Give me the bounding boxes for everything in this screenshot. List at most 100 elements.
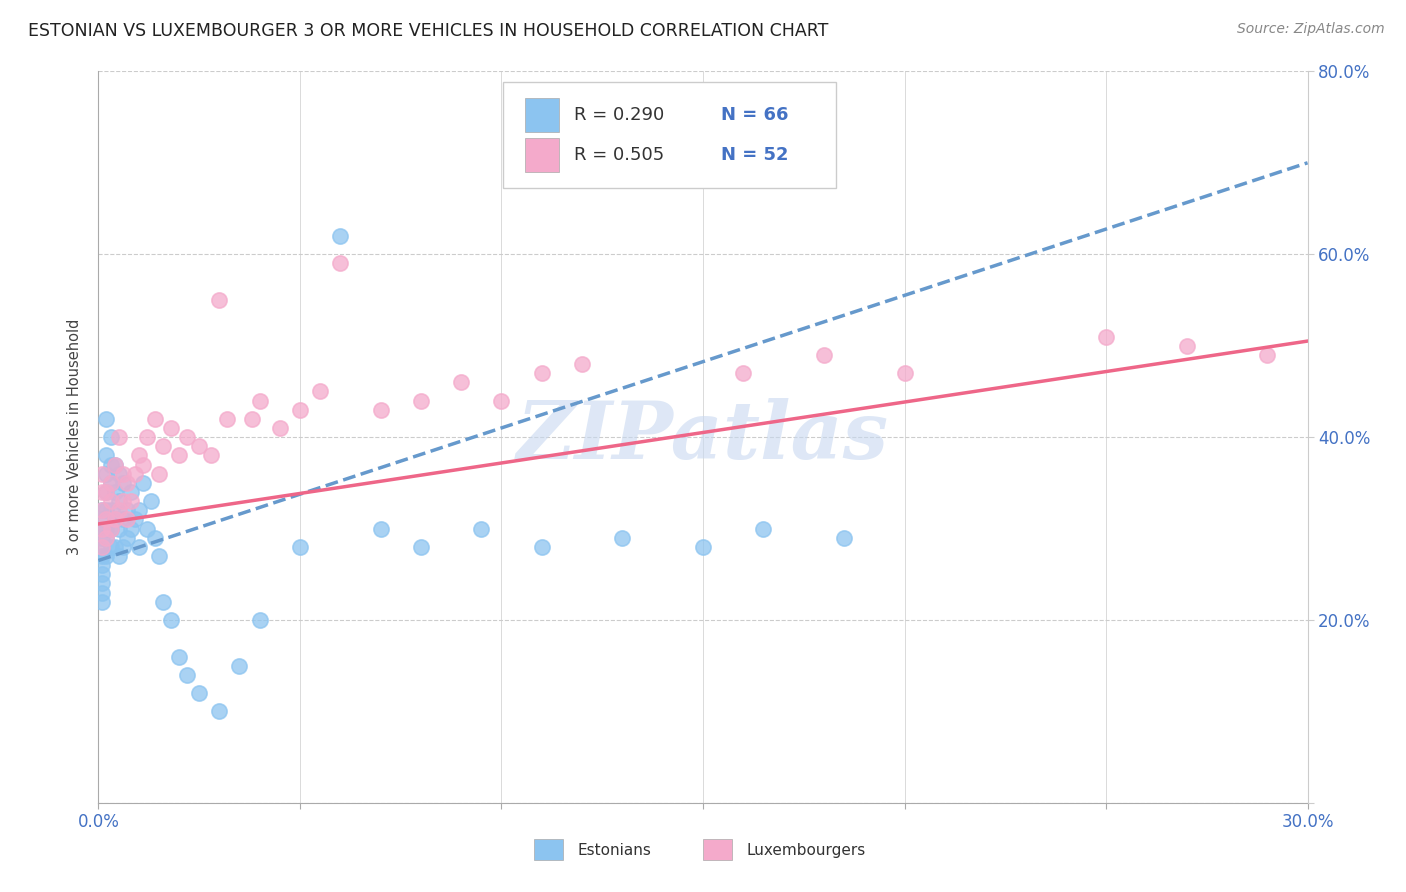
Point (100, 458, 122, 472)
Point (103, 485, 125, 500)
Point (96, 485, 118, 500)
Point (111, 540, 134, 554)
Point (91, 485, 114, 500)
Point (115, 512, 138, 526)
Point (370, 521, 392, 535)
Text: Luxembourgers: Luxembourgers (747, 843, 866, 858)
Point (100, 494, 122, 508)
Point (103, 540, 125, 554)
Point (612, 531, 634, 545)
Point (893, 366, 915, 380)
Point (409, 540, 432, 554)
Point (167, 649, 190, 664)
Point (208, 705, 231, 719)
Text: R = 0.290: R = 0.290 (574, 106, 664, 124)
Point (96, 467, 118, 481)
Point (124, 467, 146, 481)
Point (120, 494, 142, 508)
Text: Estonians: Estonians (578, 843, 651, 858)
Point (832, 531, 855, 545)
Point (91, 585, 114, 599)
Point (100, 521, 122, 535)
Point (752, 521, 775, 535)
Point (91, 594, 114, 608)
Point (91, 503, 114, 517)
Point (733, 366, 755, 380)
Point (96, 448, 118, 462)
Bar (526, 98, 560, 132)
Bar (703, 839, 733, 860)
Point (249, 613, 271, 627)
Text: R = 0.505: R = 0.505 (574, 145, 664, 164)
Point (217, 412, 239, 426)
Point (103, 458, 125, 472)
Point (530, 540, 553, 554)
Point (288, 540, 311, 554)
Point (96, 512, 118, 526)
Point (100, 475, 122, 490)
Point (100, 521, 122, 535)
Point (128, 448, 150, 462)
Point (91, 503, 114, 517)
Point (249, 393, 271, 408)
Text: ESTONIAN VS LUXEMBOURGER 3 OR MORE VEHICLES IN HOUSEHOLD CORRELATION CHART: ESTONIAN VS LUXEMBOURGER 3 OR MORE VEHIC… (28, 22, 828, 40)
Point (135, 521, 157, 535)
Point (100, 540, 122, 554)
Point (329, 229, 352, 244)
Point (96, 503, 118, 517)
Point (470, 521, 492, 535)
Point (571, 357, 593, 371)
Point (269, 421, 291, 435)
Point (128, 540, 150, 554)
Point (107, 521, 129, 535)
Point (91, 521, 114, 535)
Point (188, 686, 211, 700)
Point (240, 412, 263, 426)
Point (103, 458, 125, 472)
Point (132, 458, 155, 472)
Text: Source: ZipAtlas.com: Source: ZipAtlas.com (1237, 22, 1385, 37)
Point (91, 540, 114, 554)
Point (91, 531, 114, 545)
Point (188, 439, 211, 453)
Point (107, 494, 129, 508)
FancyBboxPatch shape (503, 82, 837, 188)
Point (107, 467, 129, 481)
Bar (534, 839, 562, 860)
Text: N = 66: N = 66 (721, 106, 789, 124)
Point (148, 549, 170, 563)
Point (1175, 338, 1198, 352)
Point (152, 594, 174, 608)
Point (139, 494, 162, 508)
Point (1256, 348, 1278, 362)
Point (813, 348, 835, 362)
Point (103, 512, 125, 526)
Point (96, 485, 118, 500)
Point (160, 421, 183, 435)
Point (96, 412, 118, 426)
Point (176, 667, 198, 681)
Point (124, 512, 146, 526)
Point (115, 475, 138, 490)
Point (143, 412, 166, 426)
Point (176, 430, 198, 444)
Point (491, 393, 513, 408)
Point (167, 448, 190, 462)
Point (692, 540, 714, 554)
Point (288, 402, 311, 417)
Point (111, 494, 134, 508)
Point (91, 576, 114, 591)
Point (409, 393, 432, 408)
Point (91, 558, 114, 573)
Point (96, 531, 118, 545)
Point (228, 658, 250, 673)
Point (132, 475, 155, 490)
Point (111, 467, 134, 481)
Point (143, 531, 166, 545)
Point (115, 531, 138, 545)
Point (100, 503, 122, 517)
Y-axis label: 3 or more Vehicles in Household: 3 or more Vehicles in Household (67, 319, 83, 555)
Point (111, 475, 134, 490)
Point (148, 467, 170, 481)
Point (111, 512, 134, 526)
